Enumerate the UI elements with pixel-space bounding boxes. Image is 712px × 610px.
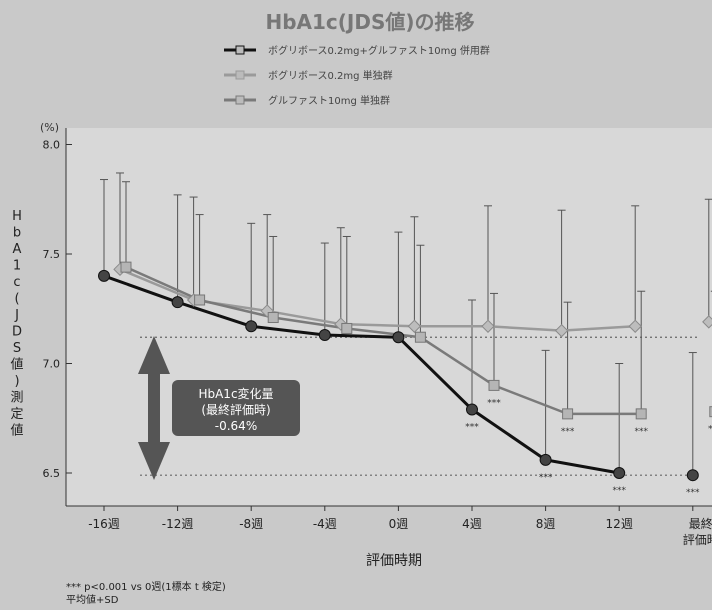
- significance-mark: ***: [634, 427, 648, 437]
- x-tick-label: 評価時: [683, 532, 712, 547]
- y-axis-label-char: S: [13, 341, 21, 356]
- y-axis-label-char: c: [13, 275, 20, 290]
- footnote-significance: *** p<0.001 vs 0週(1標本 t 検定): [66, 580, 226, 593]
- x-tick-label: -12週: [162, 517, 194, 531]
- y-unit-label: (%): [40, 121, 59, 134]
- data-point: [342, 323, 352, 333]
- data-point: [172, 297, 183, 308]
- data-point: [99, 270, 110, 281]
- significance-mark: ***: [487, 398, 501, 408]
- y-axis-label-char: D: [12, 325, 22, 340]
- data-point: [687, 470, 698, 481]
- y-axis-label-char: H: [12, 209, 22, 224]
- x-tick-label: 0週: [389, 517, 409, 531]
- y-axis-label-char: 1: [13, 259, 21, 274]
- significance-mark: ***: [539, 473, 553, 483]
- legend-swatch-marker: [236, 46, 244, 54]
- data-point: [195, 295, 205, 305]
- y-axis-label-char: 測: [10, 391, 23, 406]
- x-tick-label: -8週: [239, 517, 263, 531]
- legend-entry: ボグリボース0.2mg 単独群: [268, 69, 393, 82]
- x-tick-label: 最終: [689, 516, 712, 531]
- data-point: [614, 468, 625, 479]
- annotation-value: -0.64%: [215, 419, 257, 433]
- footnote-stat: 平均値+SD: [66, 593, 119, 606]
- x-tick-label: -4週: [313, 517, 337, 531]
- y-tick-label: 7.5: [43, 248, 61, 261]
- data-point: [540, 454, 551, 465]
- annotation-title: HbA1c変化量: [198, 386, 273, 401]
- data-point: [246, 321, 257, 332]
- data-point: [467, 404, 478, 415]
- significance-mark: ***: [686, 488, 700, 498]
- data-point: [636, 409, 646, 419]
- data-point: [489, 380, 499, 390]
- legend-swatch-marker: [236, 96, 244, 104]
- data-point: [563, 409, 573, 419]
- y-axis-label-char: 値: [10, 357, 23, 373]
- legend-entry: ボグリボース0.2mg+グルファスト10mg 併用群: [268, 44, 490, 57]
- data-point: [319, 330, 330, 341]
- annotation-subtitle: (最終評価時): [201, 402, 270, 417]
- y-tick-label: 7.0: [43, 358, 61, 371]
- y-axis-label-char: ): [14, 374, 19, 389]
- data-point: [415, 332, 425, 342]
- x-axis-label: 評価時期: [366, 553, 422, 569]
- y-axis-label-char: (: [14, 292, 19, 307]
- x-tick-label: 4週: [462, 517, 482, 531]
- data-point: [268, 313, 278, 323]
- y-axis-label-char: b: [13, 226, 21, 241]
- y-axis-label-char: A: [13, 242, 22, 257]
- chart-title: HbA1c(JDS値)の推移: [265, 10, 474, 34]
- y-axis-label-char: 値: [10, 423, 23, 439]
- legend-entry: グルファスト10mg 単独群: [268, 94, 390, 107]
- y-axis-label-char: J: [14, 308, 19, 323]
- x-tick-label: 12週: [606, 517, 633, 531]
- significance-mark: ***: [465, 422, 479, 432]
- significance-mark: ***: [708, 425, 712, 435]
- significance-mark: ***: [561, 427, 575, 437]
- significance-mark: ***: [612, 486, 626, 496]
- x-tick-label: -16週: [88, 517, 120, 531]
- legend-swatch-marker: [236, 71, 244, 79]
- y-axis-label-char: 定: [10, 407, 23, 422]
- data-point: [121, 262, 131, 272]
- y-tick-label: 6.5: [43, 467, 61, 480]
- data-point: [393, 332, 404, 343]
- y-tick-label: 8.0: [43, 139, 61, 152]
- y-axis-label: HbA1c(JDS値)測定値: [10, 209, 23, 439]
- x-tick-label: 8週: [536, 517, 556, 531]
